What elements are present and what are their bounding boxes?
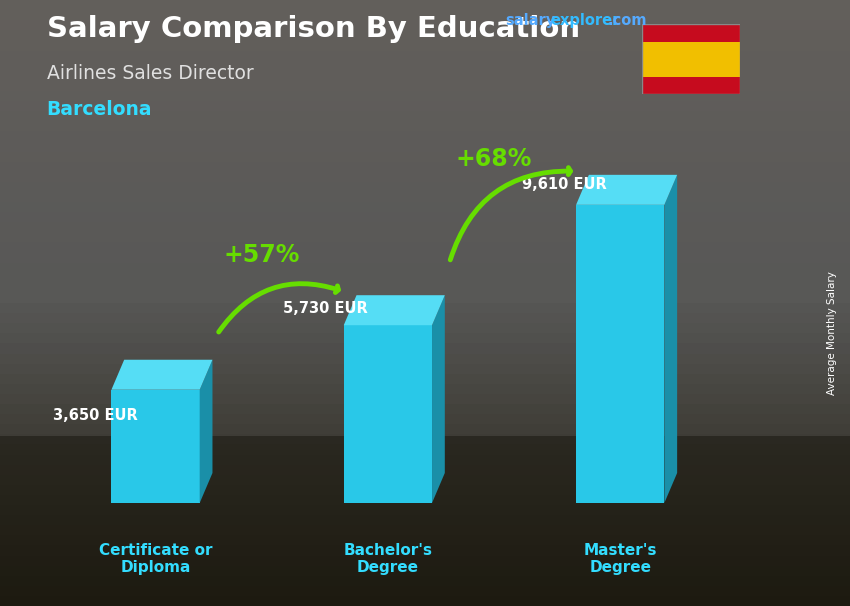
Bar: [0, 436, 850, 606]
Bar: [0, 59, 850, 71]
Bar: [0, 322, 850, 333]
Text: Barcelona: Barcelona: [47, 100, 152, 119]
Bar: [0, 130, 850, 141]
Polygon shape: [200, 360, 212, 503]
Bar: [0, 433, 850, 444]
Bar: [0, 79, 850, 91]
Polygon shape: [111, 360, 212, 390]
Bar: [0, 332, 850, 344]
Bar: [0, 382, 850, 394]
Bar: [0, 291, 850, 303]
Bar: [0, 9, 850, 20]
Bar: [0, 393, 850, 404]
Bar: [0, 544, 850, 556]
Text: .com: .com: [608, 13, 647, 28]
Bar: [0, 70, 850, 81]
Bar: [0, 585, 850, 596]
Bar: [0, 282, 850, 293]
Bar: [0, 90, 850, 101]
Bar: [0, 504, 850, 515]
Bar: [0, 170, 850, 182]
Text: Master's
Degree: Master's Degree: [583, 543, 657, 575]
Bar: [0, 514, 850, 525]
Bar: [0, 251, 850, 262]
Bar: [0, 574, 850, 586]
Bar: [0, 161, 850, 171]
Bar: [0, 302, 850, 313]
Text: +68%: +68%: [456, 147, 532, 171]
Polygon shape: [343, 295, 445, 325]
Bar: [0, 261, 850, 273]
Polygon shape: [665, 175, 677, 503]
Bar: [0, 403, 850, 414]
Bar: [0, 413, 850, 424]
Bar: [0, 342, 850, 353]
Bar: [0, 39, 850, 50]
Bar: [0, 564, 850, 576]
Bar: [0, 100, 850, 111]
Bar: [0, 211, 850, 222]
Bar: [576, 205, 665, 503]
Text: explorer: explorer: [551, 13, 620, 28]
Text: 3,650 EUR: 3,650 EUR: [53, 408, 138, 423]
Text: salary: salary: [506, 13, 556, 28]
Polygon shape: [576, 175, 677, 205]
Text: +57%: +57%: [224, 243, 300, 267]
Text: Certificate or
Diploma: Certificate or Diploma: [99, 543, 212, 575]
Bar: [0, 443, 850, 454]
Text: Bachelor's
Degree: Bachelor's Degree: [343, 543, 433, 575]
Bar: [0, 191, 850, 202]
Bar: [0, 19, 850, 30]
Bar: [0, 49, 850, 61]
Bar: [642, 42, 740, 76]
Bar: [0, 423, 850, 435]
Text: Airlines Sales Director: Airlines Sales Director: [47, 64, 253, 82]
Bar: [0, 594, 850, 606]
Bar: [0, 524, 850, 535]
Bar: [0, 181, 850, 192]
Bar: [0, 231, 850, 242]
Text: Salary Comparison By Education: Salary Comparison By Education: [47, 15, 580, 43]
Bar: [0, 352, 850, 364]
Bar: [0, 494, 850, 505]
Bar: [0, 110, 850, 121]
Text: 5,730 EUR: 5,730 EUR: [283, 301, 367, 316]
Bar: [0, 0, 850, 10]
Bar: [0, 464, 850, 474]
Bar: [0, 453, 850, 465]
Bar: [0, 534, 850, 545]
Text: 9,610 EUR: 9,610 EUR: [522, 177, 607, 192]
Bar: [111, 390, 200, 503]
Bar: [0, 221, 850, 232]
Bar: [0, 150, 850, 162]
Bar: [0, 362, 850, 374]
Bar: [0, 473, 850, 485]
Polygon shape: [432, 295, 445, 503]
Bar: [0, 271, 850, 283]
Bar: [0, 554, 850, 565]
Bar: [0, 312, 850, 323]
Bar: [0, 201, 850, 212]
Bar: [0, 373, 850, 384]
Bar: [0, 241, 850, 253]
Bar: [0, 29, 850, 41]
Bar: [343, 325, 432, 503]
Bar: [0, 140, 850, 152]
Bar: [0, 484, 850, 495]
Text: Average Monthly Salary: Average Monthly Salary: [827, 271, 837, 395]
Bar: [0, 120, 850, 132]
